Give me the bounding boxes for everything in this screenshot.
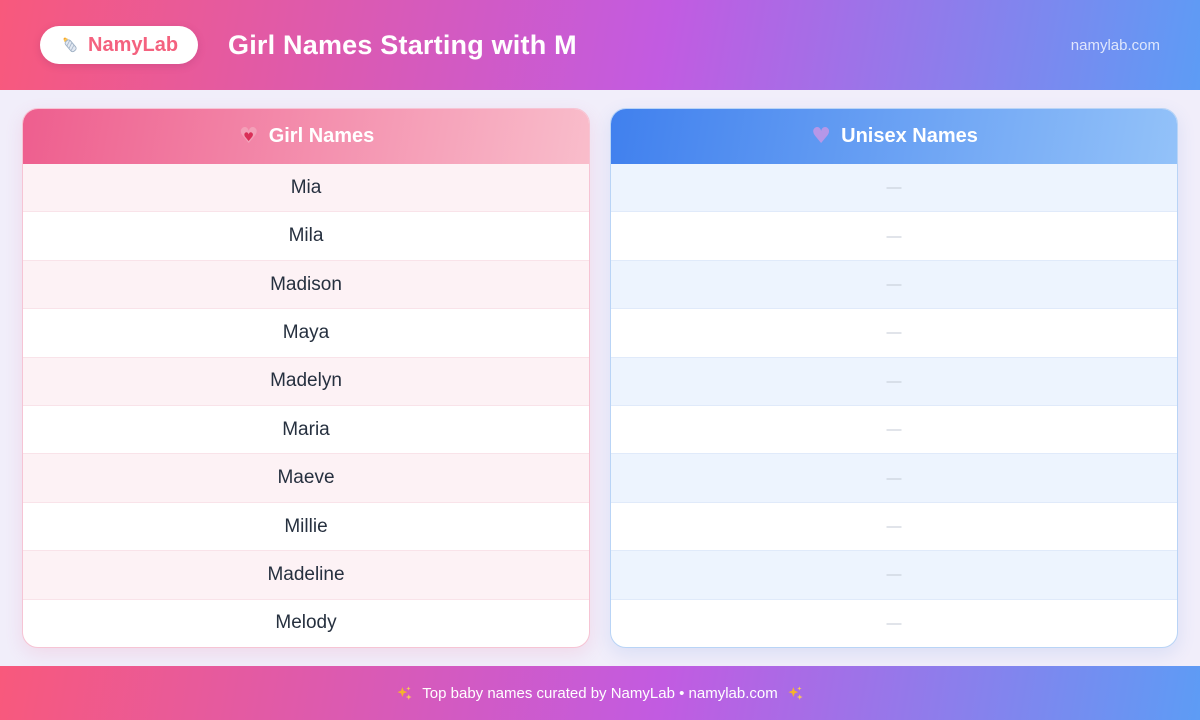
girl-names-card: Girl Names MiaMilaMadisonMayaMadelynMari…: [22, 108, 590, 648]
baby-bottle-icon: [63, 37, 77, 53]
unisex-name-row: —: [611, 550, 1177, 599]
sparkles-icon: [788, 685, 803, 700]
unisex-names-card-title: Unisex Names: [841, 125, 978, 147]
unisex-name-row: —: [611, 598, 1177, 647]
purple-heart-icon: [810, 125, 832, 149]
girl-name-row: Mia: [23, 164, 589, 212]
unisex-names-list: — — — — — — — — — —: [611, 164, 1177, 647]
girl-name-row: Melody: [23, 598, 589, 647]
site-url: namylab.com: [1070, 36, 1160, 54]
app-header: NamyLab Girl Names Starting with M namyl…: [0, 0, 1200, 90]
content-area: Girl Names MiaMilaMadisonMayaMadelynMari…: [0, 90, 1200, 666]
girl-name-row: Madison: [23, 259, 589, 309]
page-title: Girl Names Starting with M: [228, 29, 577, 60]
app-footer: Top baby names curated by NamyLab • namy…: [0, 666, 1200, 720]
logo-text: NamyLab: [88, 33, 179, 56]
girl-names-list: Mia Mila Madison Maya Madelyn Maria Maeve Milli…: [23, 164, 589, 647]
girl-names-card-header: Girl Names: [23, 109, 589, 164]
unisex-name-row: —: [611, 501, 1177, 550]
footer-text: Top baby names curated by NamyLab • namy…: [422, 684, 778, 702]
girl-name-row: Madeline: [23, 550, 589, 599]
girl-name-row: Maya: [23, 308, 589, 356]
namylab-logo[interactable]: NamyLab: [40, 26, 199, 64]
girl-name-row: Maria: [23, 405, 589, 453]
unisex-name-row: —: [611, 405, 1177, 453]
girl-name-row: Madelyn: [23, 356, 589, 406]
sparkles-icon: [397, 685, 412, 700]
unisex-name-row: —: [611, 308, 1177, 356]
girl-names-card-title: Girl Names: [268, 125, 375, 147]
girl-name-row: Mila: [23, 211, 589, 259]
unisex-name-row: —: [611, 356, 1177, 406]
unisex-names-card: Unisex Names ——————————: [610, 108, 1178, 648]
unisex-name-row: —: [611, 453, 1177, 502]
girl-name-row: Millie: [23, 501, 589, 550]
unisex-name-row: —: [611, 164, 1177, 212]
pink-heart-icon: [238, 125, 260, 149]
unisex-names-card-header: Unisex Names: [611, 109, 1177, 164]
unisex-name-row: —: [611, 211, 1177, 259]
unisex-name-row: —: [611, 259, 1177, 309]
girl-name-row: Maeve: [23, 453, 589, 502]
